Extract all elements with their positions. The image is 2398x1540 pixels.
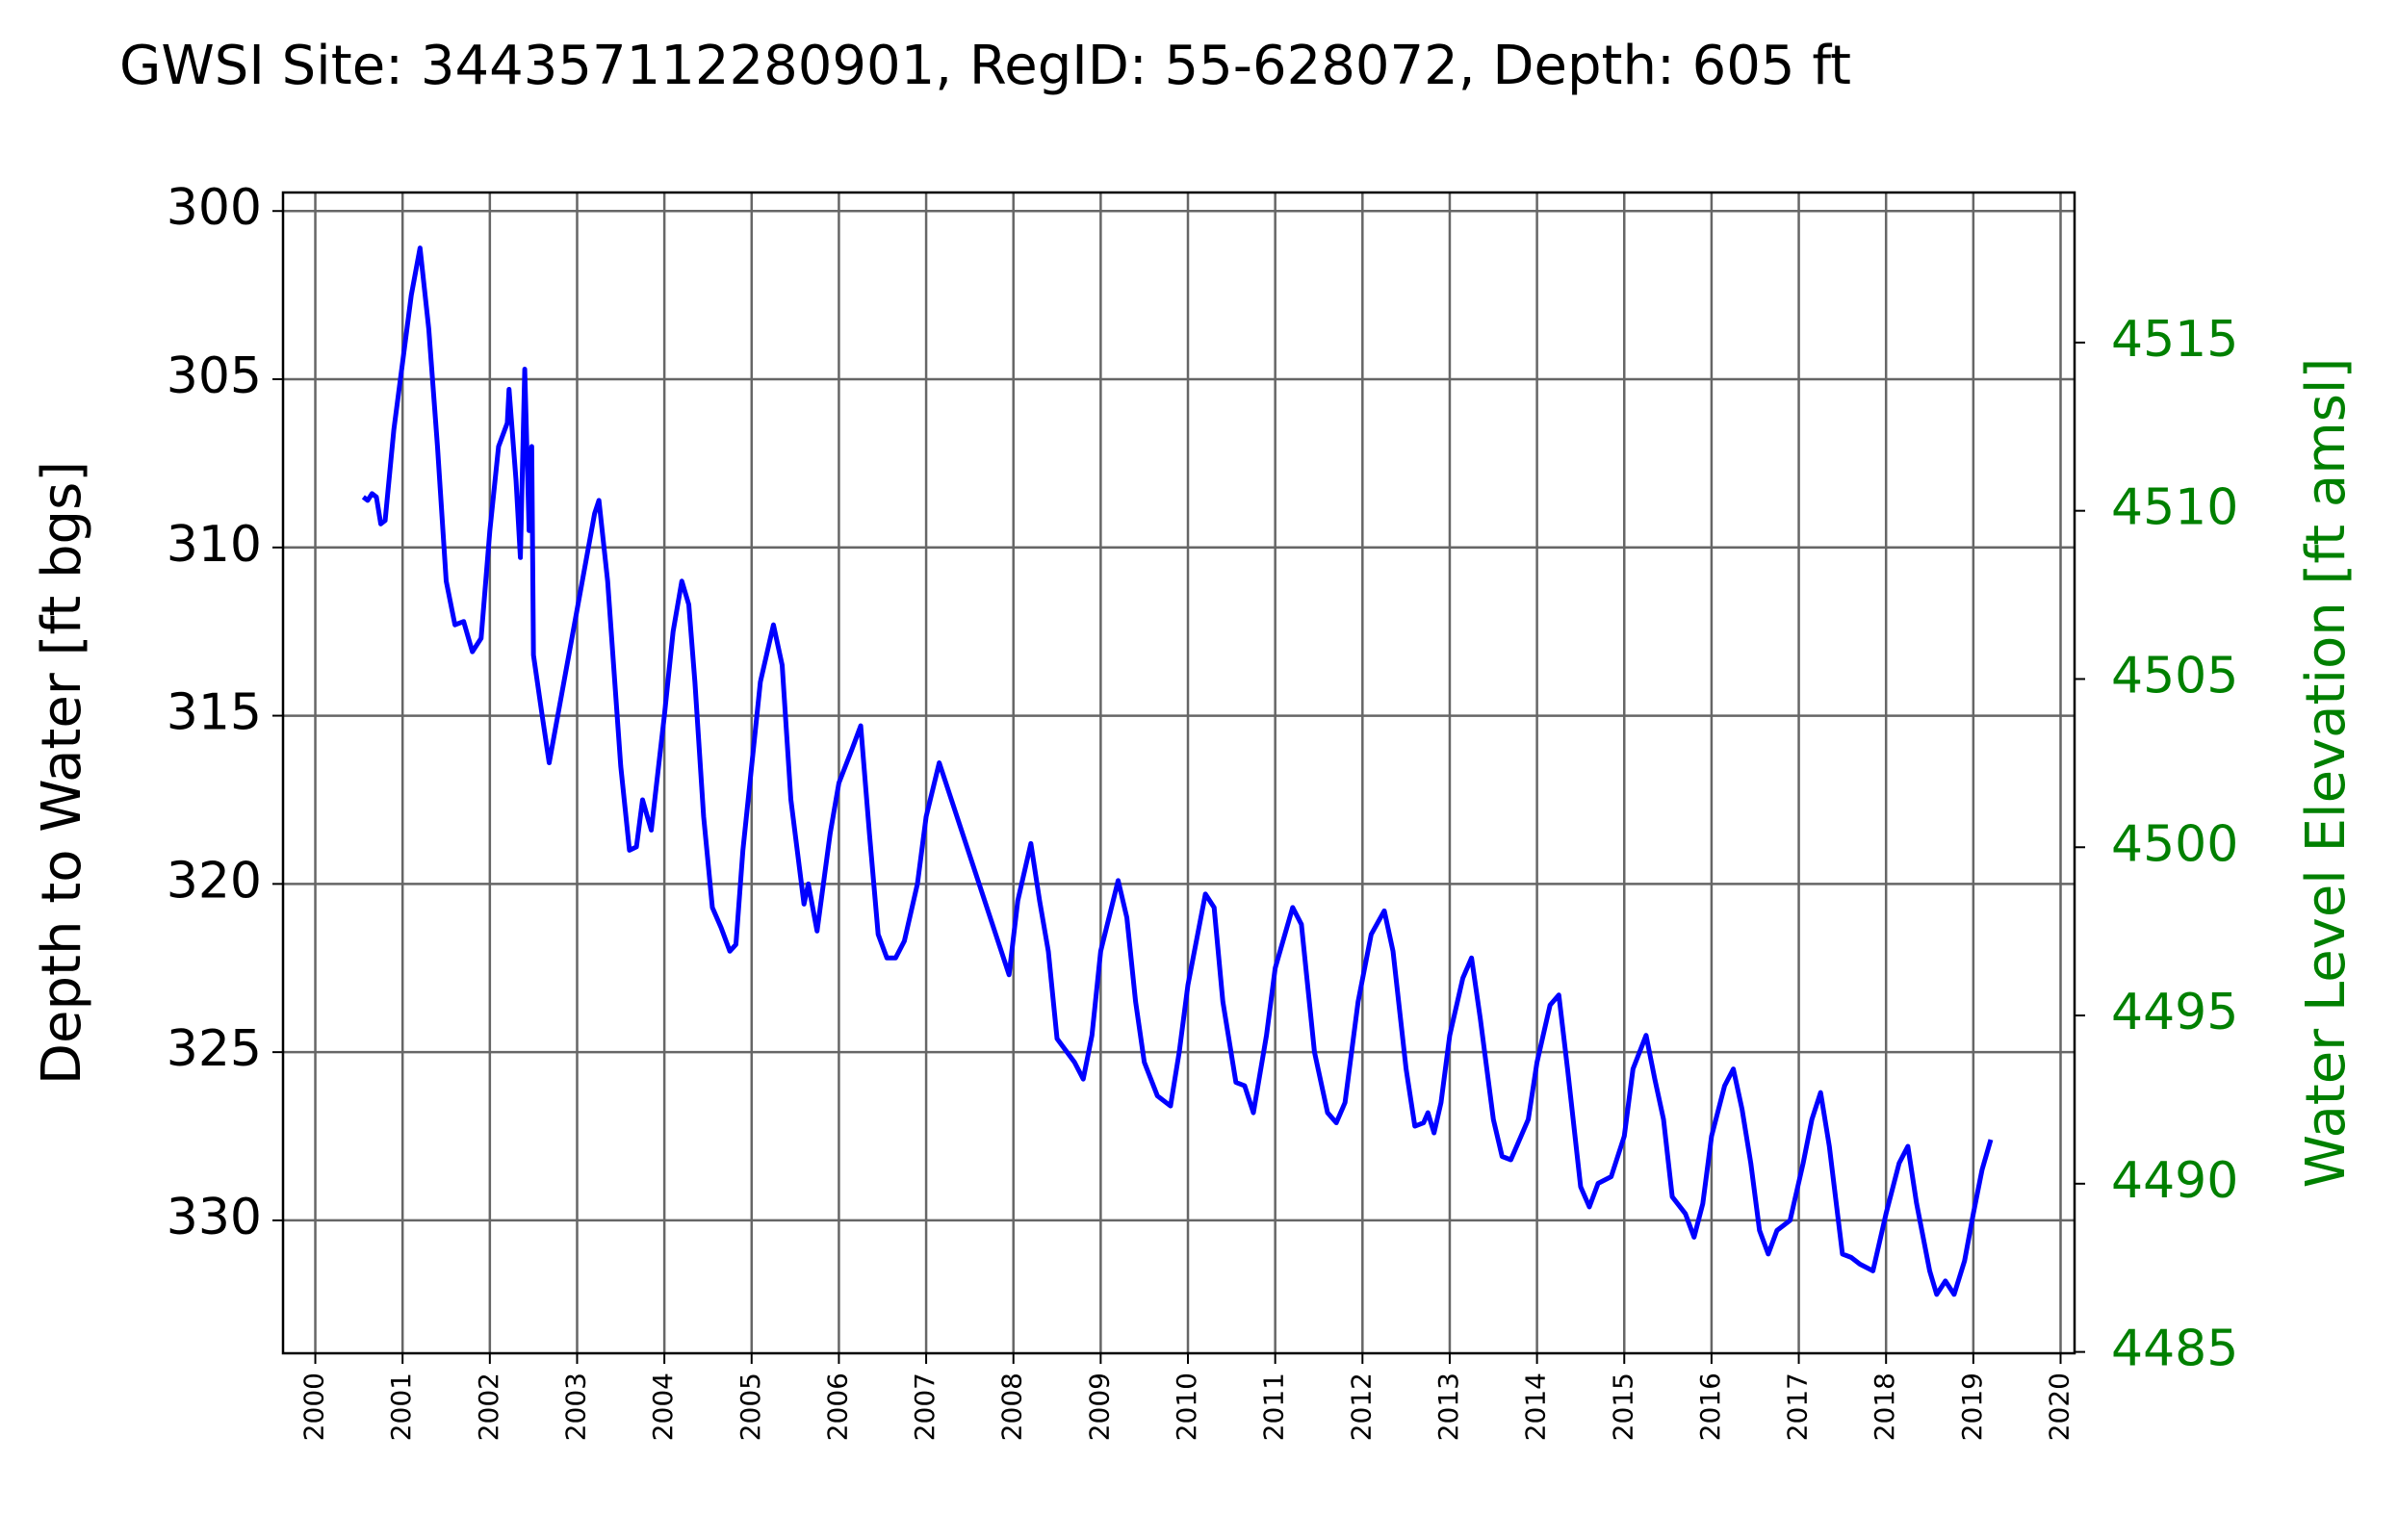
y2-tick-label: 4490	[2111, 1152, 2238, 1210]
chart-title: GWSI Site: 344357112280901, RegID: 55-62…	[119, 35, 1851, 97]
y-tick-label: 315	[167, 684, 262, 742]
y-tick-label: 305	[167, 347, 262, 405]
y2-tick-label: 4500	[2111, 815, 2238, 873]
y2-tick-label: 4510	[2111, 479, 2238, 537]
y2-axis-label: Water Level Elevation [ft amsl]	[2295, 358, 2358, 1189]
y-tick-label: 300	[167, 179, 262, 237]
y-tick-label: 330	[167, 1189, 262, 1246]
y2-tick-label: 4495	[2111, 984, 2238, 1041]
plot-frame	[281, 191, 2076, 1355]
x-tick-label: 2010	[1171, 1373, 1202, 1441]
x-tick-label: 2009	[1083, 1373, 1115, 1441]
y-axis-label: Depth to Water [ft bgs]	[31, 461, 93, 1085]
x-tick-label: 2000	[298, 1373, 330, 1441]
x-tick-label: 2020	[2043, 1373, 2075, 1441]
y2-tick-label: 4485	[2111, 1321, 2238, 1378]
x-tick-label: 2016	[1694, 1373, 1726, 1441]
y-tick-label: 320	[167, 852, 262, 910]
y2-tick-label: 4515	[2111, 311, 2238, 369]
x-tick-label: 2019	[1956, 1373, 1988, 1441]
x-tick-label: 2002	[473, 1373, 504, 1441]
data-line	[361, 245, 1994, 1297]
x-tick-label: 2011	[1258, 1373, 1290, 1441]
x-tick-label: 2007	[909, 1373, 941, 1441]
x-tick-label: 2014	[1520, 1373, 1552, 1441]
x-tick-label: 2006	[821, 1373, 853, 1441]
x-tick-label: 2015	[1607, 1373, 1638, 1441]
y-tick-label: 310	[167, 516, 262, 574]
y-tick-label: 325	[167, 1020, 262, 1078]
x-tick-label: 2005	[735, 1373, 766, 1441]
x-tick-label: 2008	[996, 1373, 1028, 1441]
x-tick-label: 2004	[647, 1373, 679, 1441]
x-tick-label: 2003	[559, 1373, 591, 1441]
y2-tick-label: 4505	[2111, 647, 2238, 705]
x-tick-label: 2018	[1869, 1373, 1900, 1441]
x-tick-label: 2012	[1345, 1373, 1377, 1441]
x-tick-label: 2017	[1782, 1373, 1814, 1441]
x-tick-label: 2001	[385, 1373, 417, 1441]
x-tick-label: 2013	[1432, 1373, 1464, 1441]
